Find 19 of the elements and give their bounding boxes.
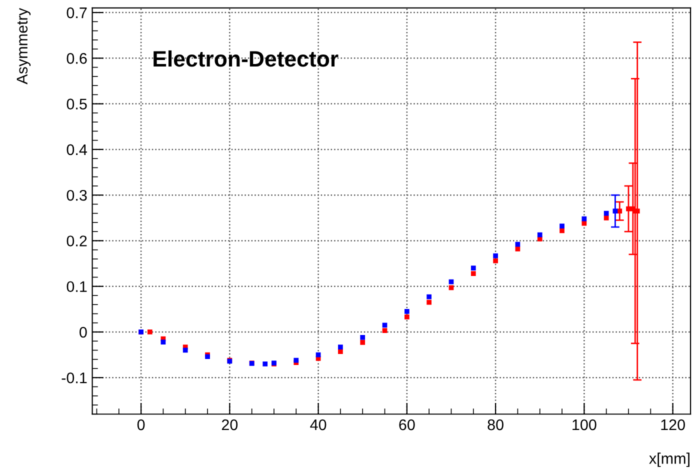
y-tick-label: 0.5	[66, 98, 87, 110]
x-axis-title: x[mm]	[649, 452, 690, 467]
y-tick-label: 0.3	[66, 190, 87, 201]
x-tick-label: 80	[488, 419, 504, 430]
x-tick-label: 0	[137, 419, 145, 430]
y-tick-label: 0.7	[66, 7, 87, 18]
x-tick-label: 120	[661, 419, 685, 430]
x-tick-label: 60	[399, 419, 415, 430]
y-tick-label: 0.6	[66, 53, 87, 64]
y-tick-label: -0.1	[62, 372, 87, 384]
y-tick-label: 0	[80, 326, 87, 338]
y-tick-label: 0.2	[66, 236, 87, 246]
x-tick-label: 20	[222, 419, 238, 430]
y-tick-label: 0.4	[66, 144, 87, 156]
y-tick-label: 0.1	[66, 281, 87, 292]
x-tick-label: 40	[310, 419, 326, 430]
y-axis-title: Asymmetry	[16, 8, 31, 84]
annotation: Electron-Detector	[154, 50, 338, 67]
x-tick-label: 100	[572, 419, 596, 430]
